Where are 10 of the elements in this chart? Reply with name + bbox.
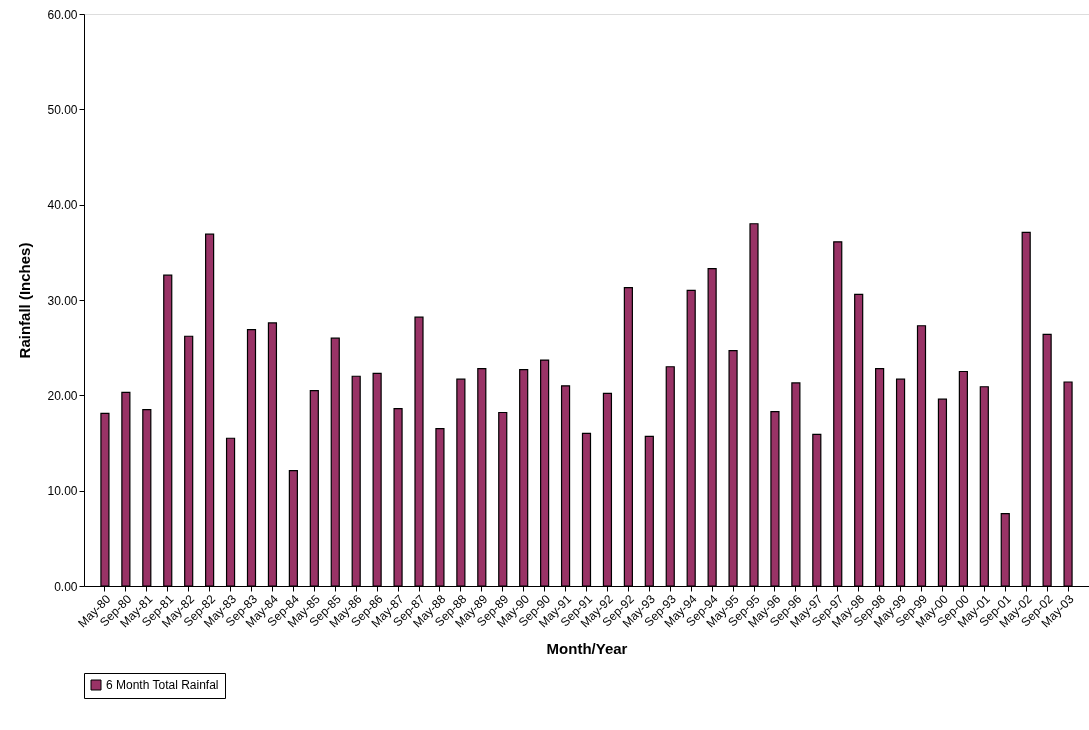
y-tick-label: 10.00 [47,484,78,499]
y-tick-label: 50.00 [47,102,78,117]
x-axis-title: Month/Year [546,639,628,657]
y-tick-label: 40.00 [47,198,78,213]
y-tick-label: 60.00 [47,7,78,22]
y-tick-label: 0.00 [54,579,78,594]
y-tick-label: 30.00 [47,293,78,308]
y-tick-label: 20.00 [47,388,78,403]
y-axis-title: Rainfall (Inches) [16,242,34,359]
legend-label: 6 Month Total Rainfal [106,678,219,692]
